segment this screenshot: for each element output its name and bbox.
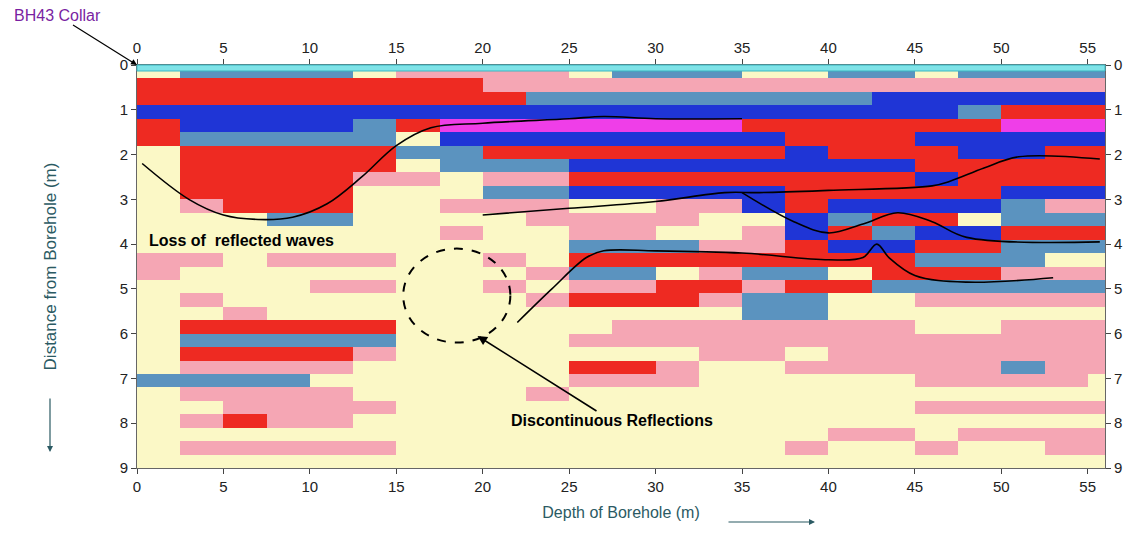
svg-text:35: 35 — [734, 478, 751, 495]
svg-text:7: 7 — [1114, 370, 1122, 387]
svg-text:30: 30 — [647, 478, 664, 495]
svg-text:3: 3 — [120, 191, 128, 208]
svg-text:BH43 Collar: BH43 Collar — [14, 7, 101, 24]
svg-text:1: 1 — [120, 101, 128, 118]
svg-text:15: 15 — [388, 39, 405, 56]
svg-text:8: 8 — [1114, 414, 1122, 431]
svg-text:20: 20 — [474, 39, 491, 56]
svg-text:2: 2 — [1114, 146, 1122, 163]
svg-text:5: 5 — [219, 478, 227, 495]
svg-text:0: 0 — [133, 39, 141, 56]
svg-text:15: 15 — [388, 478, 405, 495]
svg-text:0: 0 — [120, 56, 128, 73]
svg-text:25: 25 — [561, 39, 578, 56]
svg-text:40: 40 — [820, 478, 837, 495]
svg-text:Discontinuous Reflections: Discontinuous Reflections — [511, 412, 713, 429]
svg-text:4: 4 — [120, 235, 128, 252]
svg-text:30: 30 — [647, 39, 664, 56]
svg-text:35: 35 — [734, 39, 751, 56]
svg-text:8: 8 — [120, 414, 128, 431]
svg-text:Distance from Borehole (m): Distance from Borehole (m) — [41, 163, 60, 371]
svg-text:25: 25 — [561, 478, 578, 495]
svg-text:5: 5 — [219, 39, 227, 56]
svg-text:7: 7 — [120, 370, 128, 387]
svg-text:10: 10 — [302, 478, 319, 495]
svg-text:45: 45 — [907, 39, 924, 56]
svg-text:9: 9 — [1114, 459, 1122, 476]
svg-text:10: 10 — [302, 39, 319, 56]
svg-text:40: 40 — [820, 39, 837, 56]
svg-text:0: 0 — [133, 478, 141, 495]
svg-text:5: 5 — [1114, 280, 1122, 297]
svg-text:5: 5 — [120, 280, 128, 297]
svg-text:20: 20 — [474, 478, 491, 495]
svg-text:9: 9 — [120, 459, 128, 476]
svg-text:50: 50 — [993, 39, 1010, 56]
svg-text:Loss of reflected waves: Loss of reflected waves — [149, 232, 334, 249]
svg-text:6: 6 — [120, 325, 128, 342]
svg-text:2: 2 — [120, 146, 128, 163]
svg-text:1: 1 — [1114, 101, 1122, 118]
svg-text:50: 50 — [993, 478, 1010, 495]
svg-text:3: 3 — [1114, 191, 1122, 208]
svg-text:Depth of Borehole (m): Depth of Borehole (m) — [542, 504, 699, 521]
svg-text:45: 45 — [907, 478, 924, 495]
svg-text:0: 0 — [1114, 56, 1122, 73]
svg-text:6: 6 — [1114, 325, 1122, 342]
svg-text:55: 55 — [1079, 39, 1096, 56]
svg-text:55: 55 — [1079, 478, 1096, 495]
svg-text:4: 4 — [1114, 235, 1122, 252]
